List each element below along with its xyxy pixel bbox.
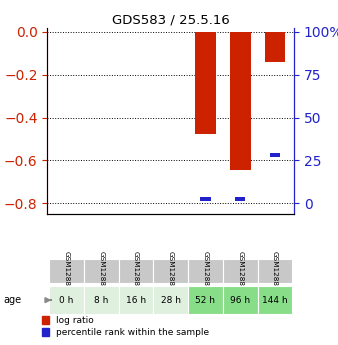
Bar — [223, 286, 258, 314]
Bar — [153, 259, 188, 283]
Bar — [84, 259, 119, 283]
Text: 8 h: 8 h — [94, 296, 108, 305]
Text: age: age — [3, 295, 22, 305]
Bar — [235, 197, 245, 201]
Text: 52 h: 52 h — [195, 296, 215, 305]
Text: GSM12888: GSM12888 — [237, 251, 243, 290]
Title: GDS583 / 25.5.16: GDS583 / 25.5.16 — [112, 13, 230, 27]
Bar — [258, 259, 292, 283]
Bar — [270, 153, 280, 157]
Text: GSM12884: GSM12884 — [98, 251, 104, 290]
Bar — [119, 259, 153, 283]
Bar — [188, 259, 223, 283]
Bar — [265, 32, 285, 62]
Text: 28 h: 28 h — [161, 296, 181, 305]
Bar — [230, 32, 250, 170]
Bar — [258, 286, 292, 314]
Bar — [153, 286, 188, 314]
Text: GSM12885: GSM12885 — [133, 251, 139, 290]
Text: 16 h: 16 h — [126, 296, 146, 305]
Text: 144 h: 144 h — [262, 296, 288, 305]
Text: 0 h: 0 h — [59, 296, 74, 305]
Legend: log ratio, percentile rank within the sample: log ratio, percentile rank within the sa… — [38, 313, 213, 341]
Text: GSM12889: GSM12889 — [272, 251, 278, 290]
Bar — [200, 197, 211, 201]
Bar — [49, 259, 84, 283]
Bar — [223, 259, 258, 283]
Bar — [195, 32, 216, 134]
Bar — [84, 286, 119, 314]
Bar — [119, 286, 153, 314]
Text: 96 h: 96 h — [230, 296, 250, 305]
Text: GSM12887: GSM12887 — [202, 251, 209, 290]
Bar — [49, 286, 84, 314]
Text: GSM12883: GSM12883 — [64, 251, 69, 290]
Text: GSM12886: GSM12886 — [168, 251, 174, 290]
Bar — [188, 286, 223, 314]
